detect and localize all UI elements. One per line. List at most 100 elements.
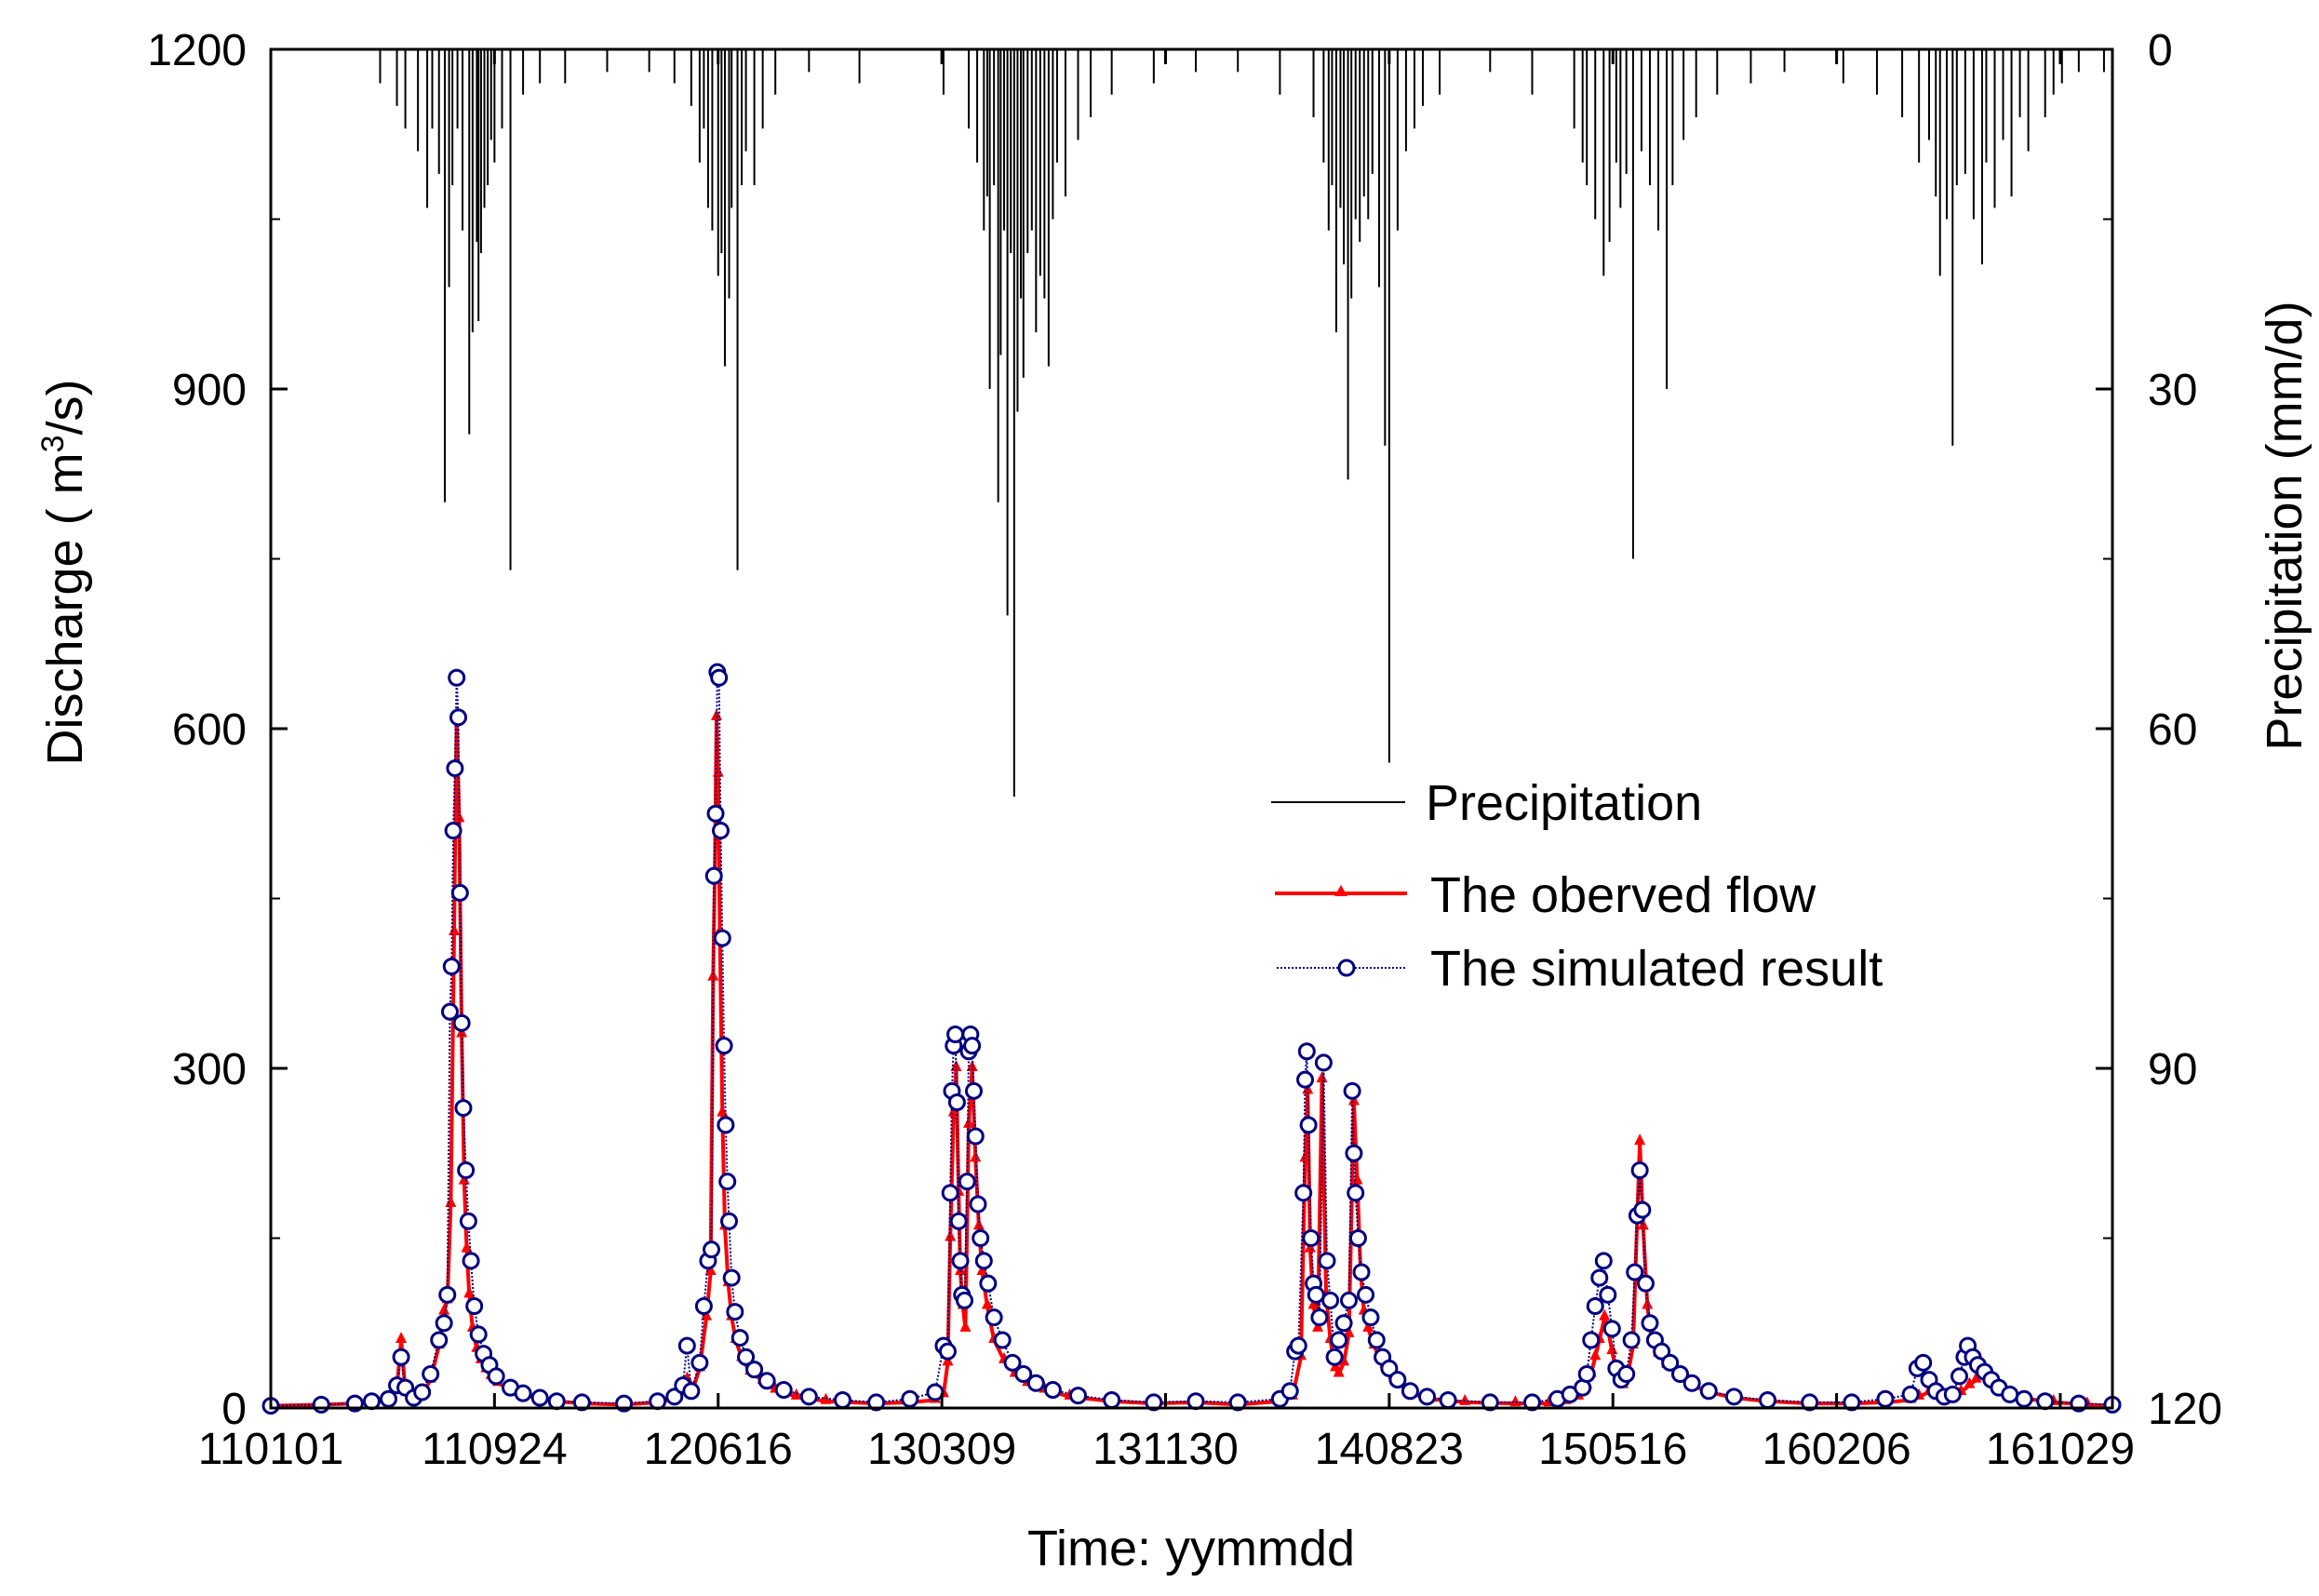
observed-flow-marker [438, 1303, 450, 1315]
simulated-result-marker [1843, 1393, 1861, 1412]
simulated-result-marker [690, 1353, 709, 1372]
simulated-result-marker [1103, 1390, 1121, 1409]
simulated-result-marker [1759, 1390, 1777, 1409]
simulated-result-marker [974, 1252, 993, 1270]
simulated-result-marker [1003, 1353, 1022, 1372]
observed-flow-marker [1642, 1297, 1654, 1309]
simulated-result-marker [362, 1392, 381, 1411]
simulated-result-marker [2015, 1389, 2033, 1408]
observed-flow-marker [1634, 1133, 1646, 1146]
simulated-result-marker [979, 1274, 998, 1293]
simulated-result-marker [312, 1395, 330, 1414]
observed-flow-marker [945, 1229, 957, 1241]
simulated-result-marker [1641, 1314, 1659, 1333]
simulated-result-marker [985, 1308, 1003, 1327]
simulated-result-marker [958, 1173, 976, 1191]
simulated-result-marker [422, 1365, 440, 1383]
simulated-result-marker [1582, 1331, 1601, 1349]
simulated-result-marker [457, 1161, 476, 1179]
simulated-result-marker [938, 1342, 957, 1361]
observed-flow-marker [445, 1196, 457, 1207]
simulated-result-marker [963, 1037, 982, 1055]
y2-tick-label: 0 [2148, 26, 2173, 75]
x-tick-label: 160206 [1763, 1425, 1911, 1474]
x-tick-label: 110924 [422, 1425, 568, 1474]
observed-flow-marker [701, 1308, 713, 1321]
simulated-result-marker [487, 1367, 505, 1386]
simulated-result-marker [926, 1383, 945, 1402]
observed-flow-marker [710, 708, 722, 720]
observed-flow-marker [1351, 1173, 1363, 1185]
simulated-result-marker [1069, 1387, 1088, 1405]
simulated-result-marker [2001, 1385, 2019, 1403]
simulated-result-marker [1361, 1308, 1380, 1327]
simulated-result-marker [947, 1093, 966, 1111]
simulated-result-marker [731, 1329, 749, 1348]
simulated-result-marker [1439, 1390, 1457, 1409]
simulated-result-marker [1481, 1393, 1499, 1412]
simulated-result-marker [392, 1348, 410, 1366]
simulated-result-marker [993, 1331, 1012, 1349]
x-tick-label: 161029 [1986, 1425, 2135, 1474]
simulated-result-marker [1876, 1389, 1895, 1408]
observed-flow-marker [448, 924, 460, 935]
x-tick-label: 140823 [1315, 1425, 1464, 1474]
observed-flow-marker [1299, 1150, 1311, 1162]
simulated-result-marker [665, 1388, 684, 1406]
simulated-result-marker [1671, 1365, 1690, 1383]
simulated-result-marker [1943, 1385, 1962, 1403]
simulated-result-marker [2036, 1392, 2055, 1411]
y2-tick-label: 90 [2148, 1045, 2197, 1094]
simulated-result-marker [703, 1241, 721, 1259]
simulated-result-marker [1228, 1393, 1247, 1412]
simulated-result-marker [677, 1336, 696, 1355]
simulated-result-marker [722, 1268, 741, 1287]
simulated-result-marker [413, 1383, 432, 1402]
simulated-result-marker [1801, 1393, 1819, 1412]
simulated-result-marker [380, 1389, 398, 1408]
simulated-result-marker [1602, 1320, 1621, 1338]
observed-flow-marker [1316, 1071, 1328, 1083]
y2-tick-label: 120 [2148, 1385, 2222, 1434]
simulated-result-marker [757, 1372, 776, 1390]
observed-flow-marker [1964, 1376, 1976, 1388]
simulated-result-marker [1310, 1308, 1329, 1327]
simulated-result-marker [1617, 1365, 1636, 1383]
simulated-result-marker [1590, 1268, 1609, 1287]
axes: 110101 110924 120616 130309 131130 140823 1505… [147, 26, 2222, 1474]
simulated-result-marker [1950, 1367, 1969, 1386]
simulated-result-marker [1367, 1331, 1386, 1349]
y-axis-title: Discharge ( m3/s) [35, 380, 93, 766]
simulated-result-marker [1318, 1252, 1336, 1270]
simulated-result-marker [435, 1314, 453, 1333]
simulated-result-marker [704, 866, 723, 885]
simulated-result-marker [450, 883, 469, 902]
simulated-result-marker [1345, 1144, 1363, 1162]
simulated-result-marker [459, 1212, 477, 1230]
simulated-result-marker [1357, 1285, 1375, 1304]
observed-flow-marker [1362, 1320, 1374, 1332]
simulated-result-marker [446, 759, 464, 778]
simulated-result-marker [833, 1390, 851, 1409]
simulated-result-marker [1630, 1161, 1649, 1179]
simulated-result-marker [726, 1303, 744, 1321]
simulated-result-marker [1321, 1291, 1340, 1309]
simulated-result-marker [1339, 1291, 1358, 1309]
y-tick-label: 600 [172, 705, 247, 755]
observed-flow-marker [1606, 1343, 1618, 1355]
simulated-result-marker [1388, 1371, 1407, 1389]
x-tick-label: 130309 [867, 1425, 1016, 1474]
simulated-result-marker [469, 1325, 488, 1344]
simulated-result-marker [941, 1184, 959, 1202]
observed-flow-marker [1589, 1348, 1602, 1361]
simulated-result-marker [737, 1348, 756, 1366]
legend: Precipitation The oberved flow The simul… [1271, 775, 1883, 997]
observed-flow-marker [395, 1332, 408, 1343]
simulated-result-marker [1352, 1263, 1371, 1281]
x-tick-label: 150516 [1538, 1425, 1687, 1474]
observed-flow-marker [463, 1286, 476, 1298]
simulated-result-marker [465, 1297, 484, 1315]
observed-flow-marker [972, 1218, 985, 1230]
simulated-result-marker [956, 1291, 974, 1309]
